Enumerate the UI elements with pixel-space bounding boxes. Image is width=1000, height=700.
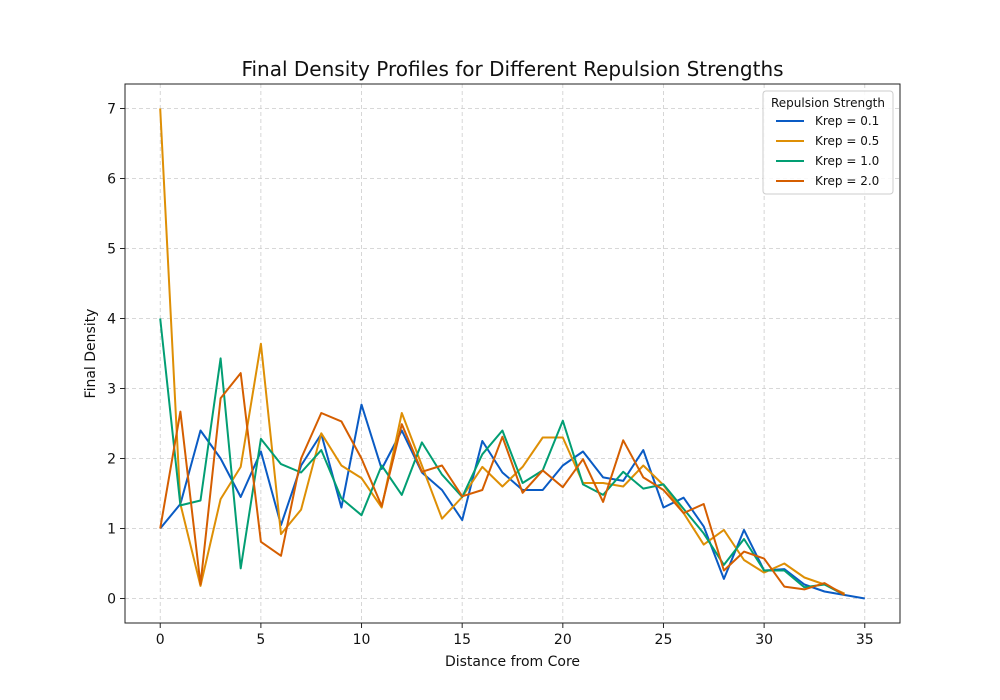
x-tick-label: 5 [256, 632, 265, 648]
y-axis-label: Final Density [83, 309, 99, 399]
legend-label: Krep = 0.5 [815, 134, 879, 148]
y-tick-label: 2 [107, 452, 116, 468]
x-axis-label: Distance from Core [445, 654, 580, 670]
y-tick-label: 7 [107, 102, 116, 118]
y-tick-label: 5 [107, 242, 116, 258]
x-tick-label: 10 [353, 632, 371, 648]
legend-label: Krep = 0.1 [815, 114, 879, 128]
y-tick-label: 4 [107, 312, 116, 328]
legend-label: Krep = 2.0 [815, 174, 879, 188]
series-krep-0-1-line [159, 403, 865, 600]
x-tick-label: 15 [453, 632, 471, 648]
legend-items: Krep = 0.1 Krep = 0.5 Krep = 1.0 Krep = 2.0 [776, 114, 879, 188]
series-krep-0-5-line [159, 108, 846, 595]
series-krep-1-0-line [159, 318, 846, 596]
x-tick-label: 25 [655, 632, 673, 648]
chart-title: Final Density Profiles for Different Rep… [241, 57, 783, 81]
x-tick-label: 20 [554, 632, 572, 648]
x-tick-label: 0 [156, 632, 165, 648]
legend-box [762, 90, 894, 195]
x-tick-label: 30 [755, 632, 773, 648]
grid-layer [125, 84, 900, 623]
y-tick-label: 1 [107, 522, 116, 538]
series-krep-2-0-line [159, 372, 846, 596]
y-tick-label: 0 [107, 592, 116, 608]
x-tick-label: 35 [856, 632, 874, 648]
tick-layer: 0 5 10 15 20 25 30 35 0 1 2 3 4 5 6 7 [107, 102, 874, 649]
plot-frame [124, 83, 901, 624]
y-tick-label: 6 [107, 172, 116, 188]
legend-title: Repulsion Strength [771, 96, 885, 110]
y-tick-label: 3 [107, 382, 116, 398]
legend-label: Krep = 1.0 [815, 154, 879, 168]
series-layer [159, 108, 865, 600]
